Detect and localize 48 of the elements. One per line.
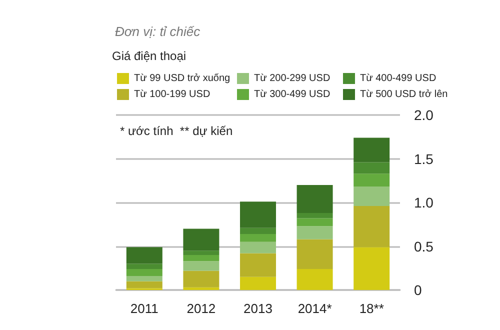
- bar: [296, 185, 333, 213]
- bar: [240, 202, 276, 228]
- y-tick-label: 0: [414, 282, 422, 298]
- legend-title: Giá điện thoại: [112, 49, 186, 63]
- bar: [354, 174, 390, 187]
- legend-label: Từ 400-499 USD: [360, 73, 436, 84]
- bar: [296, 218, 333, 226]
- bar: [183, 287, 220, 290]
- chart-title: Đơn vị: tỉ chiếc: [115, 24, 201, 39]
- bar: [296, 269, 333, 290]
- bar: [240, 253, 276, 277]
- bar: [183, 250, 220, 255]
- bar: [240, 276, 276, 290]
- bar: [126, 281, 162, 288]
- bar: [183, 255, 220, 262]
- legend-label: Từ 200-299 USD: [254, 73, 330, 84]
- bar: [296, 226, 333, 240]
- bar: [354, 247, 390, 290]
- y-tick-label: 1.0: [414, 194, 434, 210]
- bar: [126, 269, 162, 276]
- bar: [354, 186, 390, 206]
- bar: [296, 213, 333, 218]
- legend-label: Từ 99 USD trở xuống: [134, 73, 230, 84]
- bar: [183, 228, 220, 251]
- bar: [240, 242, 276, 254]
- bar: [126, 247, 162, 264]
- y-tick-label: 2.0: [414, 107, 434, 123]
- bar: [296, 239, 333, 269]
- bar: [183, 261, 220, 271]
- annotation: * ước tính ** dự kiến: [120, 124, 233, 138]
- bar: [354, 138, 390, 162]
- bar: [240, 228, 276, 234]
- x-tick-label: 18**: [359, 301, 384, 316]
- y-tick-label: 0.5: [414, 238, 434, 254]
- bar: [126, 276, 162, 282]
- x-tick-label: 2013: [244, 301, 272, 316]
- bar: [183, 270, 220, 288]
- bar: [354, 206, 390, 248]
- bar: [126, 264, 162, 269]
- x-tick-label: 2012: [186, 301, 216, 316]
- x-tick-label: 2014*: [298, 301, 332, 316]
- y-tick-label: 1.5: [414, 150, 434, 167]
- bar: [354, 162, 390, 174]
- bar: [240, 234, 276, 242]
- legend-label: Từ 500 USD trở lên: [360, 89, 448, 100]
- legend-label: Từ 100-199 USD: [134, 89, 210, 100]
- legend-label: Từ 300-499 USD: [254, 89, 330, 100]
- x-tick-label: 2011: [130, 301, 158, 316]
